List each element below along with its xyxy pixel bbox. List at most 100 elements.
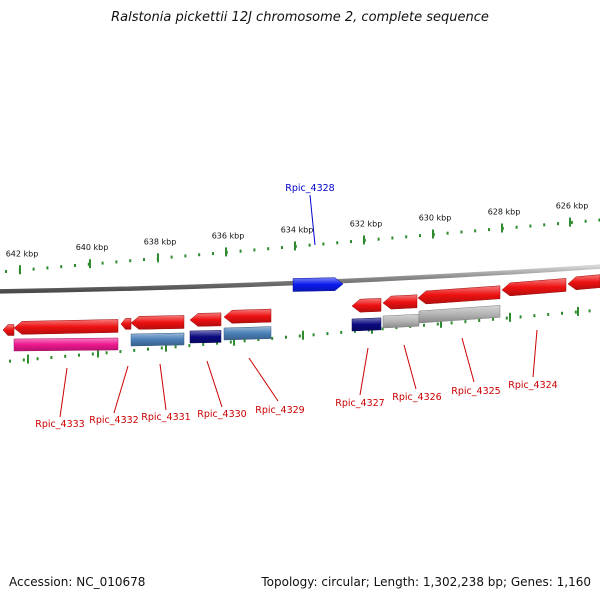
inner-scale-ticks [9,306,591,364]
tick-label: 640 kbp [76,243,109,252]
leader-line [309,194,316,246]
tick-minor-top [198,253,201,257]
gene-arrow[interactable] [417,285,501,305]
tick-minor-bottom [160,346,163,350]
gene-arrow[interactable] [501,278,567,297]
tick-minor-bottom [119,350,122,354]
gene-label[interactable]: Rpic_4326 [392,392,441,403]
leader-line [113,365,129,414]
tick-minor-top [129,259,132,263]
tick-minor-bottom [354,329,356,333]
gene-label[interactable]: Rpic_4330 [197,409,246,420]
feature-bar[interactable] [382,313,420,329]
gene-labels: Rpic_4328 Rpic_4333 Rpic_4332 Rpic_4331 Rpic… [35,183,557,430]
gene-arrow[interactable] [382,294,418,310]
gene-arrow[interactable] [13,319,119,335]
tick-minor-top [529,224,532,228]
tick-major-top [432,229,434,239]
tick-major-bottom [97,348,99,358]
tick-minor-top [281,246,283,250]
tick-minor-bottom [312,333,315,337]
tick-minor-bottom [22,358,25,362]
tick-minor-bottom [257,338,260,342]
tick-minor-bottom [298,334,301,338]
tick-label: 632 kbp [350,219,383,228]
tick-major-top [501,223,503,233]
feature-bar[interactable] [223,326,272,341]
gene-label[interactable]: Rpic_4331 [141,412,190,423]
tick-minor-top [419,234,421,238]
map-title: Ralstonia pickettii 12J chromosome 2, co… [111,10,489,25]
tick-minor-top [74,264,76,267]
tick-major-bottom [509,312,511,322]
gene-arrow[interactable] [189,312,222,327]
tick-minor-bottom [188,344,191,348]
tick-minor-bottom [271,336,274,340]
tick-minor-bottom [395,326,398,330]
tick-minor-bottom [519,315,522,319]
topology-summary: Topology: circular; Length: 1,302,238 bp… [261,575,591,589]
tick-minor-top [101,261,104,265]
gene-label[interactable]: Rpic_4332 [89,415,138,426]
gene-arrow[interactable] [2,324,15,336]
tick-minor-bottom [340,330,343,334]
feature-bar[interactable] [351,317,382,332]
leader-line [403,344,417,390]
feature-bar[interactable] [189,330,222,344]
gene-label[interactable]: Rpic_4333 [35,419,84,430]
tick-label: 642 kbp [6,249,39,258]
gene-label[interactable]: Rpic_4325 [451,386,500,397]
tick-minor-top [405,235,408,239]
tick-minor-bottom [105,351,108,355]
feature-bar[interactable] [13,337,119,352]
tick-minor-bottom [50,356,53,360]
tick-minor-bottom [326,332,329,336]
gene-arrow[interactable] [567,274,600,291]
tick-major-top [157,253,159,263]
tick-minor-bottom [91,352,94,356]
tick-major-top [569,217,571,227]
gene-arrow[interactable] [130,315,185,330]
tick-minor-top [267,247,270,251]
gene-label[interactable]: Rpic_4324 [508,380,557,391]
tick-label: 636 kbp [212,231,245,240]
tick-minor-top [488,228,490,232]
tick-minor-bottom [285,335,287,339]
tick-major-bottom [165,342,167,352]
tick-major-bottom [577,306,579,316]
tick-minor-top [474,229,477,233]
tick-major-bottom [302,330,304,340]
tick-minor-bottom [561,311,563,315]
gene-arrow[interactable] [120,318,132,330]
tick-minor-top [557,222,559,226]
tick-minor-top [598,218,600,222]
tick-major-top [89,259,91,269]
tick-minor-top [570,220,573,224]
leader-line [59,367,68,418]
tick-minor-top [584,219,587,223]
gene-label[interactable]: Rpic_4329 [255,405,304,416]
gene-arrow[interactable] [292,277,344,292]
gene-label[interactable]: Rpic_4328 [285,183,334,194]
tick-label: 638 kbp [144,237,177,246]
tick-major-bottom [440,318,442,328]
tick-minor-bottom [505,316,508,320]
tick-minor-top [377,237,380,241]
feature-bar[interactable] [130,332,185,347]
gene-arrow[interactable] [351,298,382,313]
tick-minor-bottom [174,345,177,349]
tick-major-top [363,235,365,245]
tick-minor-bottom [36,357,39,361]
gene-label-leaders [59,194,538,418]
tick-minor-bottom [229,340,232,344]
tick-major-top [19,265,21,275]
tick-minor-top [350,240,352,244]
tick-minor-bottom [574,310,577,314]
tick-minor-top [308,243,311,247]
gene-arrow[interactable] [223,308,272,324]
feature-bar[interactable] [418,305,501,324]
gene-label[interactable]: Rpic_4327 [335,398,384,409]
outer-scale-ticks: 642 kbp 640 kbp 638 kbp 636 kbp 634 kbp 632 k… [5,202,600,275]
leader-line [359,347,369,396]
tick-minor-bottom [436,322,439,326]
